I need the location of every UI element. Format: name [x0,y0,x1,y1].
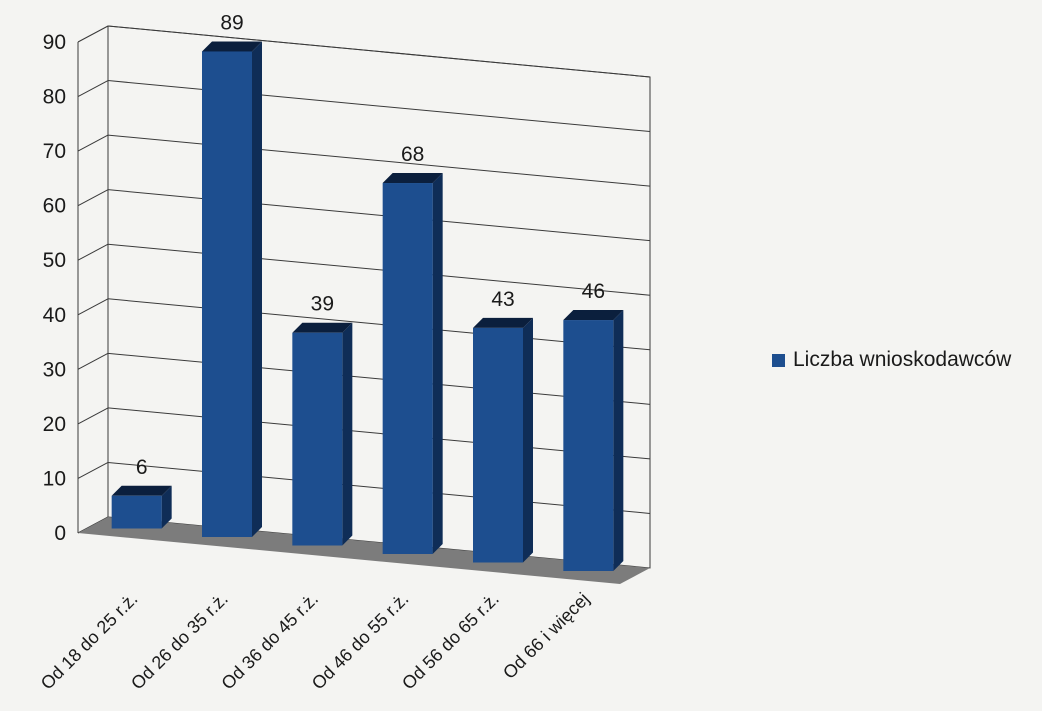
gridline [107,189,651,242]
side-wall-tick [77,25,109,43]
legend-label-liczba-wnioskodawcow: Liczba wnioskodawców [793,348,1012,371]
gridline [107,352,651,405]
bar [111,495,162,529]
bar-top [111,485,172,496]
x-tick-label: Od 26 do 35 r.ż. [127,589,232,694]
gridline [107,298,651,351]
y-tick-label: 70 [43,140,66,163]
x-tick-label: Od 18 do 25 r.ż. [37,589,142,694]
bar-top [292,322,353,333]
gridline [107,461,651,514]
side-wall-tick [77,80,109,97]
side-wall-tick [77,243,109,261]
y-tick-label: 90 [43,31,66,54]
bar-side [432,173,443,554]
y-tick-label: 50 [43,249,66,272]
gridline [107,243,651,296]
x-tick-label: Od 56 do 65 r.ż. [398,589,503,694]
bar [292,332,343,546]
gridline [107,134,651,187]
bar-side [161,485,172,529]
side-wall-tick [77,407,109,425]
y-tick-label: 30 [43,358,66,381]
y-tick-label: 10 [43,467,66,490]
legend-swatch [772,353,785,367]
bar-top [563,310,624,321]
y-tick-label: 60 [43,195,66,218]
bar-side [613,310,624,571]
bar [202,51,252,537]
bar-side [523,317,533,563]
bar [473,327,523,563]
x-tick-label: Od 66 i więcej [499,589,593,683]
y-tick-label: 0 [54,522,66,545]
x-tick-label: Od 36 do 45 r.ż. [217,589,322,694]
data-label: 46 [582,280,605,303]
data-label: 68 [401,143,424,166]
bar [382,183,433,554]
data-label: 89 [220,11,243,34]
bar-side [252,41,262,537]
side-wall-tick [77,298,109,316]
data-label: 6 [136,456,148,479]
y-tick-label: 40 [43,304,66,327]
y-tick-label: 80 [43,86,66,109]
bar [563,320,614,571]
legend: Liczba wnioskodawców [772,348,1011,372]
data-label: 43 [491,288,514,311]
side-wall-tick [77,462,109,479]
data-label: 39 [311,293,334,316]
side-wall-tick [77,189,109,207]
side-wall-tick [77,134,109,152]
bar-top [382,173,443,184]
gridline [107,80,651,133]
bar-side [342,322,353,546]
side-wall-tick [77,352,109,370]
bar-top [473,317,533,328]
gridline [107,407,651,460]
bar-top [202,41,262,52]
x-tick-label: Od 46 do 55 r.ż. [308,589,413,694]
y-tick-label: 20 [43,413,66,436]
gridline [107,25,651,78]
